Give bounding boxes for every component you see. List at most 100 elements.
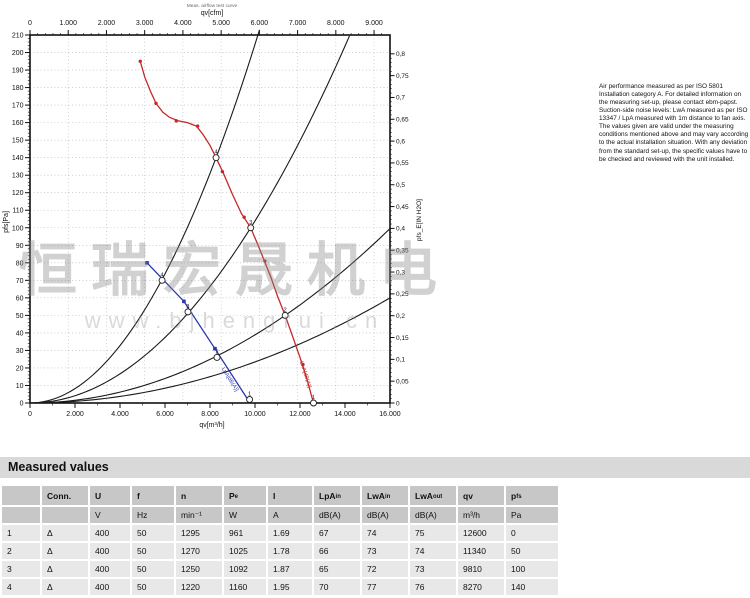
table-cell: Δ [42,561,88,577]
svg-text:120: 120 [12,190,24,197]
svg-text:180: 180 [12,85,24,92]
table-cell: 73 [362,543,408,559]
table-cell: 1.78 [268,543,312,559]
table-cell: 400 [90,543,130,559]
table-cell: 400 [90,525,130,541]
svg-text:0,65: 0,65 [396,117,409,124]
svg-text:0,55: 0,55 [396,160,409,167]
table-cell: 75 [410,525,456,541]
column-unit: dB(A) [410,507,456,523]
data-point-square [145,261,149,265]
operating-point-1 [246,396,254,403]
svg-text:0,6: 0,6 [396,138,405,145]
table-cell: 50 [132,561,174,577]
svg-text:2.000: 2.000 [98,20,116,27]
svg-text:4.000: 4.000 [174,20,192,27]
column-header: f [132,486,174,505]
svg-text:70: 70 [16,278,24,285]
table-cell: 67 [314,525,360,541]
column-unit: V [90,507,130,523]
operating-point-4 [158,276,166,284]
data-point-dot [195,124,200,128]
svg-text:100: 100 [12,225,24,232]
table-cell: 50 [132,579,174,595]
table-cell: 9810 [458,561,504,577]
svg-text:qv[m³/h]: qv[m³/h] [199,422,224,429]
column-unit: dB(A) [362,507,408,523]
table-cell: 1 [2,525,40,541]
svg-text:2.000: 2.000 [66,411,84,418]
column-unit: Pa [506,507,558,523]
svg-text:30: 30 [16,348,24,355]
table-cell: 1220 [176,579,222,595]
system-curve-4 [29,29,261,404]
column-header: LpA in [314,486,360,505]
svg-text:0,45: 0,45 [396,204,409,211]
system-curve-2 [29,228,391,404]
table-cell: Δ [42,543,88,559]
data-point-dot [263,259,267,263]
svg-text:0,15: 0,15 [396,335,409,342]
system-curve-1 [29,297,391,404]
svg-text:3: 3 [186,304,189,310]
svg-text:0,8: 0,8 [396,51,405,58]
lpa-noise-curve [146,262,251,404]
svg-text:1: 1 [248,391,251,397]
table-cell: 66 [314,543,360,559]
operating-point-2 [281,311,289,319]
svg-text:14.000: 14.000 [334,411,356,418]
data-point-dot [138,59,142,63]
svg-text:0,25: 0,25 [396,291,409,298]
table-cell: 50 [506,543,558,559]
table-cell: 140 [506,579,558,595]
table-cell: 73 [410,561,456,577]
svg-text:0,05: 0,05 [396,378,409,385]
svg-text:12.000: 12.000 [289,411,311,418]
column-header: LwA out [410,486,456,505]
svg-text:130: 130 [12,173,24,180]
table-cell: 4 [2,579,40,595]
system-curve-3 [29,35,351,404]
table-cell: 12600 [458,525,504,541]
table-cell: 400 [90,561,130,577]
table-cell: Δ [42,579,88,595]
svg-text:6.000: 6.000 [251,20,269,27]
table-cell: 0 [506,525,558,541]
static-pressure-curve [139,61,315,404]
column-header: LwA in [362,486,408,505]
table-cell: 2 [2,543,40,559]
svg-text:4.000: 4.000 [111,411,129,418]
svg-text:170: 170 [12,103,24,110]
data-point-dot [242,215,246,219]
table-cell: 72 [362,561,408,577]
measurement-note: Air performance measured as per ISO 5801… [599,83,749,163]
svg-text:10: 10 [16,383,24,390]
table-cell: 1160 [224,579,266,595]
table-cell: 1.69 [268,525,312,541]
svg-text:60: 60 [16,295,24,302]
svg-text:160: 160 [12,120,24,127]
svg-text:50: 50 [16,313,24,320]
table-cell: 1295 [176,525,222,541]
table-cell: 1270 [176,543,222,559]
table-cell: 100 [506,561,558,577]
svg-text:150: 150 [12,138,24,145]
svg-text:4: 4 [161,272,164,278]
svg-text:200: 200 [12,50,24,57]
table-cell: 11340 [458,543,504,559]
table-cell: 77 [362,579,408,595]
svg-text:0,4: 0,4 [396,226,405,233]
svg-text:190: 190 [12,68,24,75]
table-cell: 50 [132,525,174,541]
svg-text:2: 2 [215,349,218,355]
svg-text:4: 4 [215,150,218,156]
column-header: qv [458,486,504,505]
operating-point-1 [310,399,317,407]
svg-text:8.000: 8.000 [201,411,219,418]
svg-text:0,75: 0,75 [396,73,409,80]
table-cell: 1250 [176,561,222,577]
svg-text:5.000: 5.000 [212,20,230,27]
